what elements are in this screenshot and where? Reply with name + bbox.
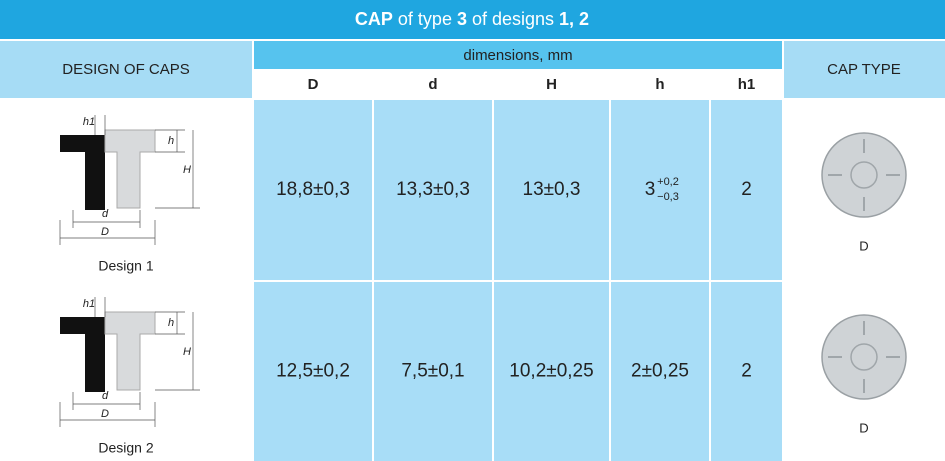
column-header-text: h1: [738, 76, 756, 93]
cap-ticks: [828, 321, 900, 393]
title-part: CAP: [355, 9, 393, 29]
column-header-text: d: [428, 76, 437, 93]
data-cell: [494, 100, 609, 280]
header-text: CAP TYPE: [827, 61, 901, 78]
cap-body: [104, 129, 156, 209]
data-cell: [711, 100, 782, 280]
data-cell: [611, 282, 709, 461]
data-cell: [611, 100, 709, 280]
value: 2: [741, 179, 752, 200]
value: 12,5±0,2: [276, 361, 350, 382]
dimension-lines: [59, 297, 200, 427]
column-header: [611, 71, 709, 98]
cap-center: [850, 343, 878, 371]
value-lower: −0,3: [657, 191, 679, 203]
value: 13,3±0,3: [396, 179, 470, 200]
dimension-label: h: [168, 135, 174, 147]
value: 10,2±0,25: [509, 361, 593, 382]
column-header-text: h: [655, 76, 664, 93]
data-cell: [374, 100, 492, 280]
cap-center: [850, 161, 878, 189]
cap-section: [60, 317, 105, 392]
column-header-text: H: [546, 76, 557, 93]
data-cell: [374, 282, 492, 461]
cap-drawing: h1 h HdD: [59, 115, 200, 245]
dimension-label: h1: [83, 298, 95, 310]
dimension-lines: [59, 115, 200, 245]
title-part: 3: [457, 9, 467, 29]
dimension-label: H: [183, 164, 191, 176]
column-header-text: D: [308, 76, 319, 93]
header-cell: [0, 41, 252, 98]
title-part: of designs: [467, 9, 559, 29]
data-cell: [254, 282, 372, 461]
dimension-label: D: [101, 408, 109, 420]
cap-type-label: D: [859, 420, 868, 435]
value: 13±0,3: [523, 179, 581, 200]
header-cell: [254, 41, 782, 69]
column-header: [374, 71, 492, 98]
dimension-label: H: [183, 346, 191, 358]
value-upper: +0,2: [657, 176, 679, 188]
cap-top: [821, 132, 907, 218]
title: CAP of type 3 of designs 1, 2: [355, 9, 589, 29]
value: 2±0,25: [631, 361, 689, 382]
column-header: [711, 71, 782, 98]
value: 2: [741, 361, 752, 382]
dimension-label: h: [168, 317, 174, 329]
title-part: 1, 2: [559, 9, 589, 29]
design-label: Design 1: [98, 258, 153, 274]
design-label: Design 2: [98, 440, 153, 456]
cap-ticks: [828, 139, 900, 211]
header-text: DESIGN OF CAPS: [62, 61, 190, 78]
data-cell: [711, 282, 782, 461]
value-base: 3: [645, 179, 656, 200]
cap-type-label: D: [859, 238, 868, 253]
value: 7,5±0,1: [401, 361, 464, 382]
column-header: [254, 71, 372, 98]
header-cell: [784, 41, 945, 98]
data-cell: [254, 100, 372, 280]
data-cell: [494, 282, 609, 461]
cap-section: [60, 135, 105, 210]
header-text: dimensions, mm: [463, 47, 572, 64]
cap-top: [821, 314, 907, 400]
value: 18,8±0,3: [276, 179, 350, 200]
dimension-label: h1: [83, 116, 95, 128]
dimension-label: D: [101, 226, 109, 238]
dimension-label: d: [102, 208, 109, 220]
title-bar: [0, 0, 945, 39]
cap-drawing: h1 h HdD: [59, 297, 200, 427]
title-part: of type: [393, 9, 457, 29]
cap-body: [104, 311, 156, 391]
column-header: [494, 71, 609, 98]
dimension-label: d: [102, 390, 109, 402]
